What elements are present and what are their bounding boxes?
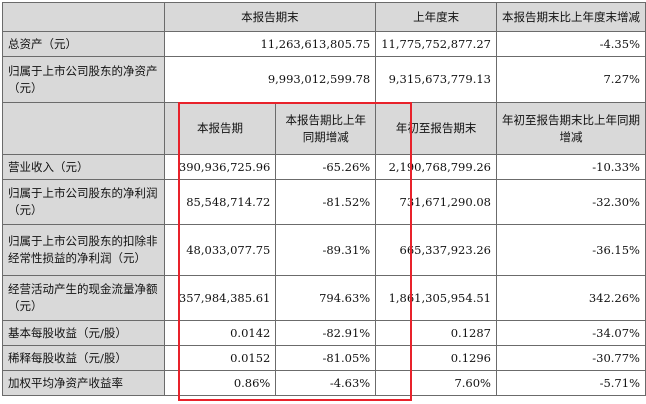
value-cell: 7.27%	[495, 56, 646, 103]
table-row: 归属于上市公司股东的净资产（元） 9,993,012,599.78 9,315,…	[2, 56, 646, 103]
value-cell: -4.63%	[275, 370, 377, 396]
value-cell: 342.26%	[495, 275, 646, 321]
header-current-period-change: 本报告期比上年同期增减	[275, 102, 377, 155]
value-cell: 9,993,012,599.78	[163, 56, 377, 103]
value-cell: 9,315,673,779.13	[375, 56, 497, 103]
bottom-header-row: 本报告期 本报告期比上年同期增减 年初至报告期末 年初至报告期末比上年同期增减	[2, 102, 646, 155]
corner-cell	[2, 102, 165, 155]
header-period-change: 本报告期末比上年度末增减	[495, 2, 646, 32]
value-cell: 794.63%	[275, 275, 377, 321]
value-cell: 48,033,077.75	[163, 224, 277, 276]
value-cell: 357,984,385.61	[163, 275, 277, 321]
row-label: 稀释每股收益（元/股）	[2, 345, 165, 371]
value-cell: -32.30%	[495, 179, 646, 225]
value-cell: 0.1296	[375, 345, 497, 371]
row-label: 营业收入（元）	[2, 154, 165, 180]
table-row: 总资产（元） 11,263,613,805.75 11,775,752,877.…	[2, 31, 646, 57]
value-cell: 0.1287	[375, 320, 497, 346]
header-ytd-change: 年初至报告期末比上年同期增减	[495, 102, 646, 155]
row-label: 加权平均净资产收益率	[2, 370, 165, 396]
row-label: 归属于上市公司股东的净资产（元）	[2, 56, 165, 103]
value-cell: -5.71%	[495, 370, 646, 396]
table-row: 稀释每股收益（元/股） 0.0152 -81.05% 0.1296 -30.77…	[2, 345, 646, 371]
table-row: 加权平均净资产收益率 0.86% -4.63% 7.60% -5.71%	[2, 370, 646, 396]
value-cell: -10.33%	[495, 154, 646, 180]
header-prior-year-end: 上年度末	[375, 2, 497, 32]
value-cell: 11,775,752,877.27	[375, 31, 497, 57]
value-cell: 0.0142	[163, 320, 277, 346]
value-cell: 7.60%	[375, 370, 497, 396]
table-row: 归属于上市公司股东的净利润（元） 85,548,714.72 -81.52% 7…	[2, 179, 646, 225]
value-cell: 390,936,725.96	[163, 154, 277, 180]
corner-cell	[2, 2, 165, 32]
header-ytd: 年初至报告期末	[375, 102, 497, 155]
value-cell: -89.31%	[275, 224, 377, 276]
value-cell: 1,861,305,954.51	[375, 275, 497, 321]
financial-data-table: 本报告期末 上年度末 本报告期末比上年度末增减 总资产（元） 11,263,61…	[2, 2, 646, 396]
value-cell: 0.0152	[163, 345, 277, 371]
value-cell: 2,190,768,799.26	[375, 154, 497, 180]
table-row: 归属于上市公司股东的扣除非经常性损益的净利润（元） 48,033,077.75 …	[2, 224, 646, 276]
row-label: 基本每股收益（元/股）	[2, 320, 165, 346]
value-cell: 665,337,923.26	[375, 224, 497, 276]
value-cell: -82.91%	[275, 320, 377, 346]
table-row: 基本每股收益（元/股） 0.0142 -82.91% 0.1287 -34.07…	[2, 320, 646, 346]
row-label: 归属于上市公司股东的扣除非经常性损益的净利润（元）	[2, 224, 165, 276]
value-cell: -4.35%	[495, 31, 646, 57]
value-cell: -81.05%	[275, 345, 377, 371]
table-row: 营业收入（元） 390,936,725.96 -65.26% 2,190,768…	[2, 154, 646, 180]
table-row: 经营活动产生的现金流量净额（元） 357,984,385.61 794.63% …	[2, 275, 646, 321]
value-cell: 85,548,714.72	[163, 179, 277, 225]
value-cell: -30.77%	[495, 345, 646, 371]
value-cell: -81.52%	[275, 179, 377, 225]
value-cell: 11,263,613,805.75	[163, 31, 377, 57]
row-label: 总资产（元）	[2, 31, 165, 57]
value-cell: 0.86%	[163, 370, 277, 396]
top-header-row: 本报告期末 上年度末 本报告期末比上年度末增减	[2, 2, 646, 32]
row-label: 归属于上市公司股东的净利润（元）	[2, 179, 165, 225]
value-cell: -65.26%	[275, 154, 377, 180]
value-cell: 731,671,290.08	[375, 179, 497, 225]
value-cell: -34.07%	[495, 320, 646, 346]
value-cell: -36.15%	[495, 224, 646, 276]
row-label: 经营活动产生的现金流量净额（元）	[2, 275, 165, 321]
header-period-end: 本报告期末	[163, 2, 377, 32]
header-current-period: 本报告期	[163, 102, 277, 155]
